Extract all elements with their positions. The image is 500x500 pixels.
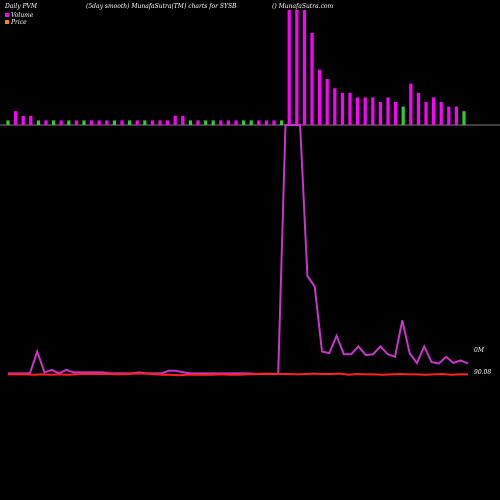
volume-bar: [44, 120, 48, 125]
volume-bar: [242, 120, 246, 125]
volume-bar: [204, 120, 208, 125]
volume-bar: [447, 106, 451, 125]
volume-bar: [386, 97, 390, 125]
volume-bar: [36, 120, 40, 125]
legend-volume-label: Volume: [11, 12, 34, 19]
volume-bar: [226, 120, 230, 125]
volume-bar: [340, 92, 344, 125]
legend-price-swatch: [5, 20, 9, 24]
volume-bar: [59, 120, 63, 125]
volume-bar: [150, 120, 154, 125]
volume-bar: [333, 88, 337, 125]
volume-bar: [356, 97, 360, 125]
volume-bar: [287, 10, 291, 125]
volume-bar: [295, 10, 299, 125]
volume-bar: [439, 102, 443, 125]
volume-bar: [90, 120, 94, 125]
volume-bar: [112, 120, 116, 125]
volume-bar: [272, 120, 276, 125]
volume-bar: [325, 79, 329, 125]
volume-bar: [249, 120, 253, 125]
volume-bar: [29, 115, 33, 125]
volume-bar: [143, 120, 147, 125]
volume-bar: [424, 102, 428, 125]
volume-bar: [196, 120, 200, 125]
volume-bar: [454, 106, 458, 125]
legend-price-label: Price: [10, 19, 27, 26]
volume-bar: [401, 106, 405, 125]
volume-bar: [257, 120, 261, 125]
volume-bar: [234, 120, 238, 125]
volume-bar: [166, 120, 170, 125]
volume-bar: [67, 120, 71, 125]
chart-title-left: Daily PVM: [4, 3, 38, 10]
volume-bar: [318, 69, 322, 125]
volume-bar: [105, 120, 109, 125]
volume-axis-label: 0M: [474, 347, 485, 354]
volume-bar: [302, 10, 306, 125]
volume-bar: [74, 120, 78, 125]
price-axis-label: 90.08: [474, 369, 491, 376]
volume-bar: [6, 120, 10, 125]
volume-bar: [120, 120, 124, 125]
volume-bars: [6, 10, 466, 125]
volume-bar: [264, 120, 268, 125]
volume-bar: [82, 120, 86, 125]
volume-bar: [219, 120, 223, 125]
volume-bar: [173, 115, 177, 125]
volume-bar: [21, 115, 25, 125]
volume-bar: [394, 102, 398, 125]
chart-title-middle: (5day smooth) MunafaSutra(TM) charts for…: [86, 3, 237, 10]
volume-bar: [371, 97, 375, 125]
volume-line: [8, 124, 469, 375]
volume-bar: [211, 120, 215, 125]
volume-bar: [416, 92, 420, 125]
legend-volume-swatch: [5, 13, 9, 17]
volume-bar: [348, 92, 352, 125]
volume-bar: [363, 97, 367, 125]
volume-bar: [280, 120, 284, 125]
volume-bar: [188, 120, 192, 125]
volume-bar: [409, 83, 413, 125]
volume-bar: [432, 97, 436, 125]
volume-bar: [378, 102, 382, 125]
volume-bar: [158, 120, 162, 125]
volume-bar: [181, 115, 185, 125]
volume-bar: [310, 33, 314, 125]
volume-bar: [128, 120, 132, 125]
chart-title-right: () MunafaSutra.com: [272, 3, 334, 10]
volume-bar: [14, 111, 18, 125]
volume-bar: [97, 120, 101, 125]
volume-bar: [52, 120, 56, 125]
volume-bar: [135, 120, 139, 125]
volume-bar: [462, 111, 466, 125]
price-line: [8, 372, 468, 377]
